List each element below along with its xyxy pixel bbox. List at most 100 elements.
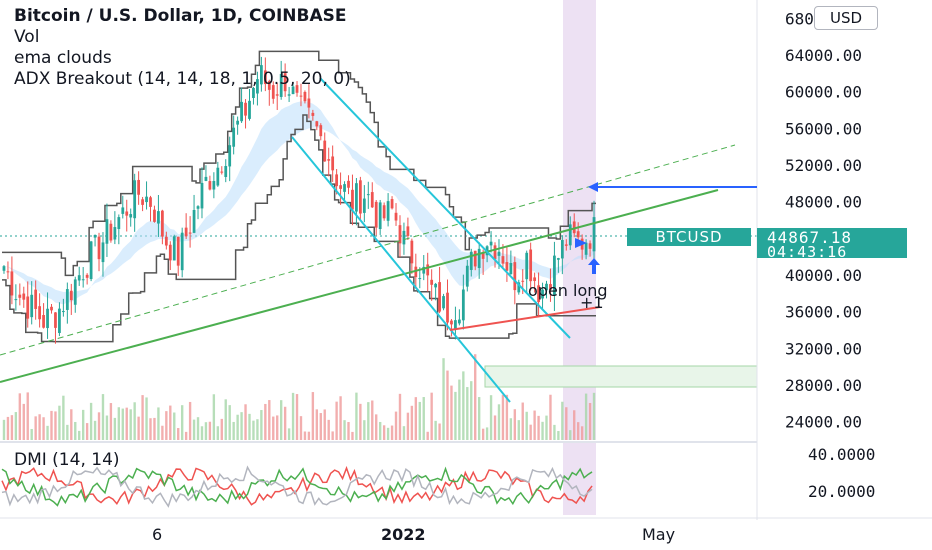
legend-ema-clouds[interactable]: ema clouds	[14, 48, 112, 68]
candle-body	[22, 293, 26, 300]
volume-bar	[525, 411, 528, 440]
candle-body	[97, 236, 101, 260]
candle-body	[2, 266, 6, 271]
volume-bar	[458, 379, 461, 440]
candle-body	[38, 306, 42, 320]
volume-bar	[66, 424, 69, 440]
candle-body	[390, 199, 394, 209]
candle-body	[315, 121, 319, 127]
volume-bar	[196, 417, 200, 440]
volume-bar	[371, 400, 374, 440]
candle-body	[271, 85, 275, 99]
candle-body	[30, 294, 34, 318]
candle-body	[537, 285, 540, 303]
price-axis[interactable]: 68000.0064000.0060000.0056000.0052000.00…	[785, 9, 862, 431]
candle-body	[149, 197, 152, 207]
legend-adx-breakout[interactable]: ADX Breakout (14, 14, 18, 1, 0.5, 20, 0)	[14, 69, 351, 89]
candle-body	[382, 205, 386, 219]
volume-bar	[576, 422, 580, 440]
candle-body	[153, 209, 156, 222]
volume-bar	[169, 405, 172, 440]
candle-body	[323, 140, 327, 162]
candles	[2, 56, 596, 344]
candle-body	[394, 212, 398, 221]
candle-body	[34, 289, 38, 309]
candle-body	[26, 296, 30, 319]
volume-bar	[430, 392, 433, 440]
candle-body	[426, 264, 430, 276]
candle-body	[228, 145, 232, 167]
candle-body	[129, 214, 133, 218]
volume-bar	[355, 392, 358, 440]
volume-bar	[78, 430, 81, 440]
candle-body	[584, 242, 588, 255]
candle-body	[109, 223, 113, 241]
volume-bar	[367, 402, 370, 440]
volume-bar	[173, 412, 176, 440]
trend-line-dashed[interactable]	[0, 144, 736, 356]
volume-bar	[295, 394, 299, 440]
candle-body	[85, 274, 89, 278]
volume-bar	[501, 394, 505, 440]
volume-bar	[165, 411, 168, 440]
trend-line[interactable]	[0, 189, 719, 383]
volume-bar	[22, 403, 25, 440]
candle-body	[457, 319, 461, 324]
volume-bar	[477, 397, 481, 440]
volume-bar	[97, 412, 101, 440]
volume-bar	[188, 401, 192, 440]
volume-bar	[363, 420, 366, 440]
volume-bar	[141, 395, 144, 440]
candle-body	[180, 232, 184, 271]
legend-volume[interactable]: Vol	[14, 27, 40, 47]
candle-body	[477, 248, 481, 269]
candle-body	[319, 125, 323, 137]
volume-bar	[177, 428, 180, 440]
candle-body	[125, 211, 129, 216]
candle-body	[295, 85, 299, 93]
red-support-line[interactable]	[449, 306, 601, 331]
legend-title[interactable]: Bitcoin / U.S. Dollar, 1D, COINBASE	[14, 6, 347, 26]
channel-upper-line[interactable]	[319, 77, 571, 339]
candle-body	[560, 239, 564, 259]
volume-bar	[58, 405, 61, 440]
candle-body	[287, 94, 291, 96]
volume-bar	[216, 426, 220, 440]
volume-bar	[105, 415, 109, 440]
candle-body	[42, 315, 45, 328]
candle-body	[212, 181, 216, 190]
candle-body	[446, 292, 449, 323]
volume-bar	[323, 409, 326, 440]
candle-body	[101, 242, 105, 263]
candle-body	[509, 263, 513, 275]
channel-lower-line[interactable]	[291, 136, 511, 403]
candle-body	[339, 185, 342, 189]
volume-bar	[192, 419, 196, 440]
volume-bar	[38, 414, 41, 440]
volume-bar	[537, 415, 540, 440]
candle-body	[192, 210, 196, 233]
volume-bar	[6, 416, 10, 440]
candle-body	[525, 252, 529, 280]
dmi-lines	[1, 465, 593, 508]
plus-one-label: +1	[580, 293, 604, 312]
volume-bar	[414, 397, 418, 440]
candle-body	[355, 183, 358, 212]
candle-body	[141, 199, 144, 205]
dmi-legend[interactable]: DMI (14, 14)	[14, 450, 120, 470]
volume-bar	[557, 431, 560, 440]
volume-bar	[109, 403, 113, 440]
candle-body	[343, 184, 346, 192]
volume-bar	[50, 410, 53, 440]
donchian-lower	[2, 114, 596, 343]
currency-button[interactable]: USD	[814, 6, 878, 30]
candle-body	[236, 120, 240, 125]
volume-bar	[335, 401, 338, 440]
volume-bar	[212, 394, 216, 440]
candle-body	[370, 192, 374, 208]
volume-bar	[153, 417, 156, 440]
candle-body	[208, 181, 212, 190]
last-price: 44867.18	[767, 228, 853, 247]
candle-body	[248, 100, 251, 119]
volume-bar	[533, 410, 536, 440]
